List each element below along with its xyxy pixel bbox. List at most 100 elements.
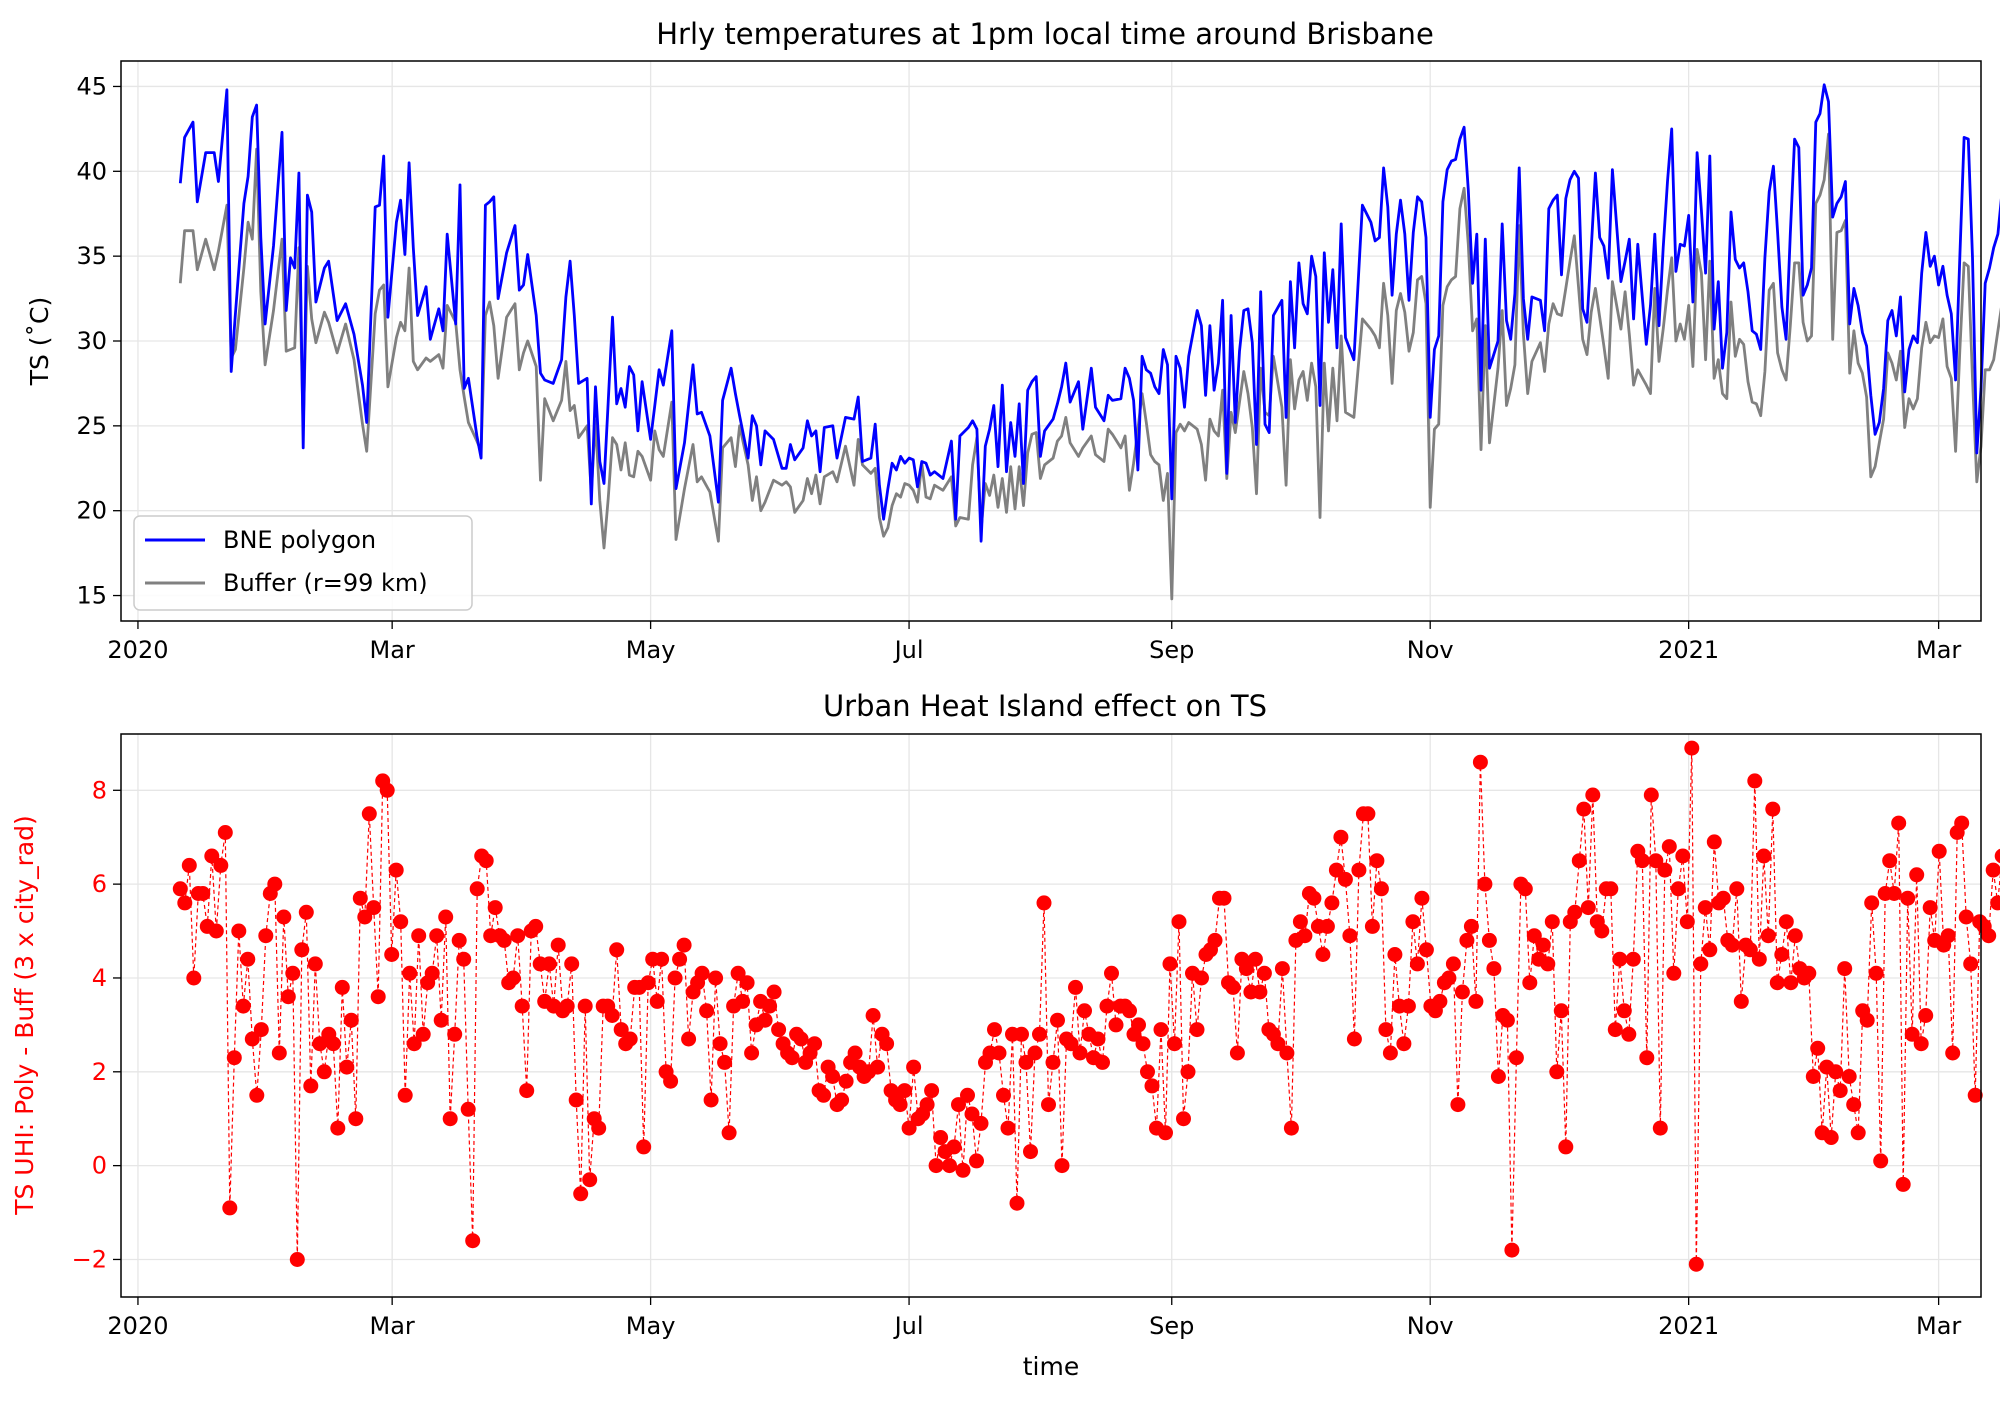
plot-frame [120,60,1982,622]
y-axis-label: TS (˚C) [25,297,54,387]
data-point [757,1012,773,1028]
data-point [1535,937,1551,953]
data-point [478,853,494,869]
data-point [1041,1097,1056,1113]
data-point [1648,853,1664,869]
data-point [1463,918,1479,934]
data-point [1774,947,1790,962]
axis-ticks: −2 0 2 4 6 8 2020 Mar May Jul Sep Nov 2021 Mar [72,776,1962,1340]
data-point [510,928,526,944]
data-point [411,928,427,944]
data-point [1724,937,1740,953]
y-axis-label: TS UHI: Poly - Buff (3 x city_rad) [10,815,39,1216]
data-point [487,900,503,916]
x-tick-label: Sep [1149,1312,1194,1340]
data-point [1135,1036,1151,1052]
data-point [1657,862,1673,878]
data-point [1859,1012,1875,1028]
data-point [1616,1003,1632,1019]
data-point [1409,956,1425,972]
data-point [361,806,377,822]
data-point [1787,928,1803,944]
data-point [451,932,467,948]
series-line-bne-polygon [178,83,2000,543]
data-point [1945,1045,1961,1061]
data-point [699,1003,715,1019]
data-point [312,1036,328,1052]
data-point [1490,1069,1506,1084]
data-point [766,984,782,1000]
data-point [1176,1111,1191,1127]
data-point [231,923,247,939]
data-point [1981,928,1997,944]
data-point [721,1125,737,1141]
data-point [1477,876,1493,892]
grid [121,734,1981,1297]
data-point [514,998,530,1014]
data-point [1472,754,1488,770]
data-point [1414,890,1430,906]
data-point [735,993,751,1009]
data-point [415,1026,431,1042]
data-point [1247,951,1263,967]
data-point [1050,1012,1065,1028]
data-point [1450,1097,1466,1113]
data-point [1194,970,1209,986]
data-point [303,1078,319,1094]
data-point [1162,956,1178,972]
y-tick-label: 2 [92,1058,107,1086]
data-point [1625,951,1641,967]
uhi-chart-panel: Urban Heat Island effect on TS −2 0 2 4 6 8 20… [10,689,2000,1381]
data-point [1387,947,1403,962]
data-point [897,1083,913,1099]
data-point [613,1022,629,1038]
data-point [177,895,193,911]
data-point [955,1162,971,1178]
data-point [1396,1036,1412,1052]
data-point [1990,895,2000,911]
data-point [1508,1050,1524,1066]
series-line-uhi [179,748,2000,1265]
data-point [1783,975,1799,991]
data-point [195,886,211,901]
data-point [1985,862,2000,878]
x-tick-label: 2020 [107,1312,168,1340]
data-point [1715,890,1731,906]
data-point [1499,1012,1515,1028]
data-point [1670,881,1686,897]
data-point [1994,848,2000,864]
series-lines [178,83,2000,601]
data-point [1684,740,1700,756]
data-point [384,947,400,962]
data-point [1036,895,1052,911]
data-point [1567,904,1583,920]
data-point [276,909,292,925]
data-point [1603,881,1619,897]
data-point [1778,914,1794,930]
data-point [1639,1050,1655,1066]
data-point [1072,1045,1088,1061]
y-tick-label: 4 [92,964,107,992]
data-point [771,1022,787,1038]
data-point [1032,1026,1047,1042]
data-point [1733,993,1749,1009]
data-point [339,1059,355,1075]
series-line-buffer [178,132,2000,601]
data-point [402,965,418,981]
data-point [906,1059,922,1075]
data-point [1306,890,1322,906]
y-tick-label: 35 [76,242,107,270]
data-point [1270,1036,1286,1052]
data-point [1850,1125,1866,1141]
x-tick-label: Jul [893,1312,924,1340]
data-point [1954,815,1970,831]
data-point [942,1158,957,1174]
chart-title: Hrly temperatures at 1pm local time arou… [656,17,1434,51]
data-point [1868,965,1884,981]
data-point [1549,1064,1565,1080]
data-point [1099,998,1115,1014]
data-point [1585,787,1601,803]
data-point [1063,1036,1079,1052]
data-point [442,1111,458,1127]
